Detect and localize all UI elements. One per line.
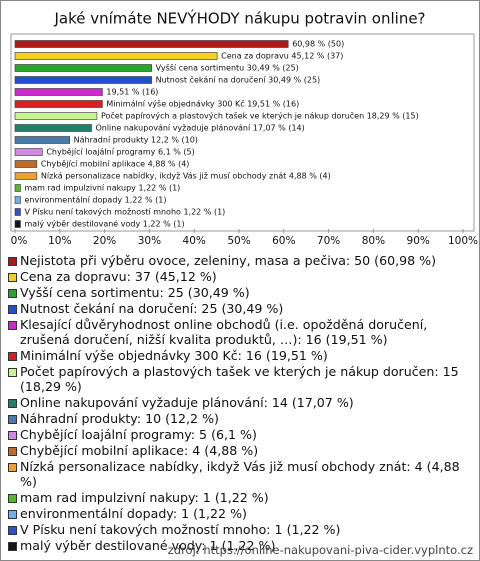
legend-label: Nízká personalizace nabídky, ikdyž Vás j… — [20, 459, 460, 489]
x-tick-label: 10% — [48, 235, 71, 247]
legend-label: Online nakupování vyžaduje plánování: 14… — [20, 395, 354, 410]
bar-label: Minimální výše objednávky 300 Kč 19,51 %… — [106, 99, 299, 109]
legend-label: Nutnost čekání na doručení: 25 (30,49 %) — [20, 301, 284, 316]
legend-swatch — [8, 415, 17, 424]
bar-label: Chybějící loajální programy 6,1 % (5) — [46, 148, 194, 157]
legend-item: Online nakupování vyžaduje plánování: 14… — [8, 395, 474, 410]
bar-label: Cena za dopravu 45,12 % (37) — [221, 52, 343, 61]
bar — [14, 52, 218, 60]
bar — [14, 172, 38, 180]
legend-swatch — [8, 305, 17, 314]
plot-frame — [10, 33, 475, 232]
legend-label: malý výběr destilované vody: 1 (1,22 %) — [20, 538, 276, 553]
x-tick-label: 80% — [362, 235, 385, 247]
bar — [14, 112, 98, 120]
x-tick-label: 50% — [227, 235, 250, 247]
legend-item: mam rad impulzivní nakupy: 1 (1,22 %) — [8, 490, 474, 505]
legend-item: V Písku není takových možností mnoho: 1 … — [8, 522, 474, 537]
legend-item: Vyšší cena sortimentu: 25 (30,49 %) — [8, 285, 474, 300]
legend-item: Nutnost čekání na doručení: 25 (30,49 %) — [8, 301, 474, 316]
bar — [14, 208, 21, 216]
bar-label: malý výběr destilované vody 1,22 % (1) — [24, 219, 184, 229]
legend-swatch — [8, 542, 17, 551]
legend-label: Nejistota při výběru ovoce, zeleniny, ma… — [20, 253, 437, 268]
bar — [14, 136, 70, 144]
legend-item: malý výběr destilované vody: 1 (1,22 %) — [8, 538, 474, 553]
legend-label: Minimální výše objednávky 300 Kč: 16 (19… — [20, 348, 328, 363]
legend-item: Cena za dopravu: 37 (45,12 %) — [8, 269, 474, 284]
legend-label: Chybějící loajální programy: 5 (6,1 %) — [20, 427, 257, 442]
legend-swatch — [8, 431, 17, 440]
legend-item: Chybějící mobilní aplikace: 4 (4,88 %) — [8, 443, 474, 458]
bar — [14, 124, 92, 132]
legend-label: V Písku není takových možností mnoho: 1 … — [20, 522, 341, 537]
bar-label: V Písku není takových možností mnoho 1,2… — [24, 208, 225, 217]
legend-swatch — [8, 257, 17, 266]
legend-label: mam rad impulzivní nakupy: 1 (1,22 %) — [20, 490, 269, 505]
bar — [14, 184, 21, 192]
chart-title: Jaké vnímáte NEVÝHODY nákupu potravin on… — [53, 9, 425, 28]
legend-item: Nejistota při výběru ovoce, zeleniny, ma… — [8, 253, 474, 268]
x-tick-label: 20% — [93, 235, 116, 247]
bar — [14, 220, 21, 228]
bar-label: Chybějící mobilní aplikace 4,88 % (4) — [41, 160, 190, 169]
bar — [14, 40, 289, 48]
legend-label: Chybějící mobilní aplikace: 4 (4,88 %) — [20, 443, 259, 458]
x-tick-label: 90% — [407, 235, 430, 247]
legend-label: Náhradní produkty: 10 (12,2 %) — [20, 411, 219, 426]
bar-label: Nutnost čekání na doručení 30,49 % (25) — [156, 75, 321, 85]
legend-item: Chybějící loajální programy: 5 (6,1 %) — [8, 427, 474, 442]
bar — [14, 76, 152, 84]
bar-label: Nízká personalizace nabídky, ikdyž Vás j… — [41, 172, 331, 181]
legend-swatch — [8, 447, 17, 456]
legend-label: Vyšší cena sortimentu: 25 (30,49 %) — [20, 285, 250, 300]
x-tick-label: 100% — [448, 235, 478, 247]
x-tick-label: 30% — [138, 235, 161, 247]
bar — [14, 100, 103, 108]
legend-label: environmentální dopady: 1 (1,22 %) — [20, 506, 247, 521]
bar-label: environmentální dopady 1,22 % (1) — [24, 196, 166, 205]
bar — [14, 88, 103, 96]
legend-swatch — [8, 273, 17, 282]
legend-item: Minimální výše objednávky 300 Kč: 16 (19… — [8, 348, 474, 363]
bar-label: Náhradní produkty 12,2 % (10) — [74, 136, 198, 145]
legend-swatch — [8, 289, 17, 298]
bar — [14, 64, 152, 72]
legend-swatch — [8, 526, 17, 535]
x-tick-label: 0% — [11, 235, 28, 247]
bar-label: 19,51 % (16) — [106, 88, 158, 97]
bar-label: Vyšší cena sortimentu 30,49 % (25) — [156, 63, 299, 73]
legend-item: Náhradní produkty: 10 (12,2 %) — [8, 411, 474, 426]
x-tick-label: 40% — [183, 235, 206, 247]
bar — [14, 160, 38, 168]
legend-item: environmentální dopady: 1 (1,22 %) — [8, 506, 474, 521]
bar-label: 60,98 % (50) — [292, 40, 344, 49]
bar-label: mam rad impulzivní nakupy 1,22 % (1) — [24, 184, 180, 193]
legend-swatch — [8, 510, 17, 519]
legend-swatch — [8, 352, 17, 361]
bar — [14, 148, 43, 156]
source: zdroj: https://online-nakupovani-piva-ci… — [167, 543, 473, 557]
x-tick-label: 60% — [272, 235, 295, 247]
legend-label: Cena za dopravu: 37 (45,12 %) — [20, 269, 217, 284]
legend-swatch — [8, 321, 17, 330]
legend-swatch — [8, 463, 17, 472]
legend-item: Klesající důvěryhodnost online obchodů (… — [8, 317, 474, 347]
bar — [14, 196, 21, 204]
legend-label: Klesající důvěryhodnost online obchodů (… — [20, 317, 428, 347]
chart: Jaké vnímáte NEVÝHODY nákupu potravin on… — [10, 9, 478, 247]
x-tick-label: 70% — [317, 235, 340, 247]
legend-swatch — [8, 368, 17, 377]
legend-swatch — [8, 399, 17, 408]
bar-label: Online nakupování vyžaduje plánování 17,… — [95, 124, 304, 133]
bar-label: Počet papírových a plastových tašek ve k… — [101, 111, 419, 121]
legend-swatch — [8, 494, 17, 503]
legend-item: Nízká personalizace nabídky, ikdyž Vás j… — [8, 459, 474, 489]
legend: Nejistota při výběru ovoce, zeleniny, ma… — [8, 253, 474, 554]
legend-item: Počet papírových a plastových tašek ve k… — [8, 364, 474, 394]
legend-label: Počet papírových a plastových tašek ve k… — [20, 364, 459, 394]
